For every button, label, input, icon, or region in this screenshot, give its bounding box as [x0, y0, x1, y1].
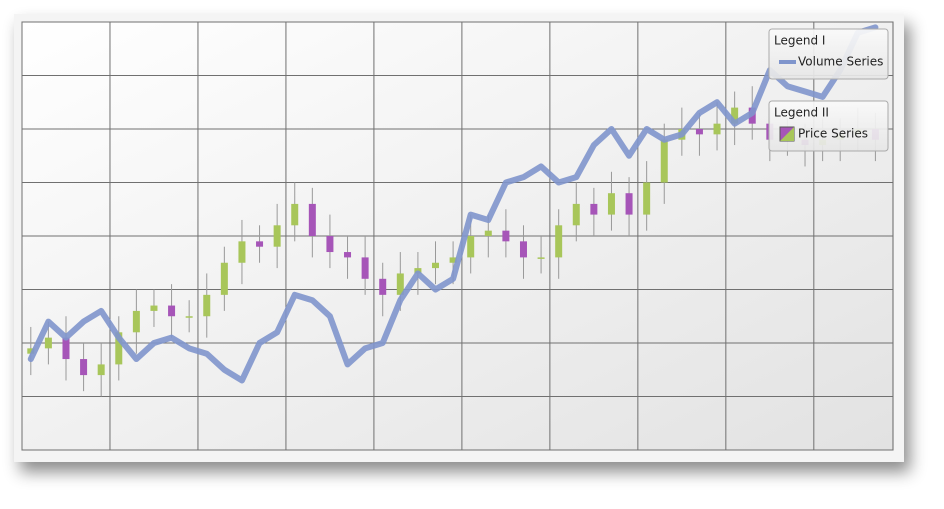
candle-body [115, 332, 123, 365]
candle-body [220, 262, 228, 295]
candle-body [326, 236, 334, 253]
candle-body [203, 294, 211, 317]
candle-body [185, 316, 193, 318]
candle-body [449, 257, 457, 263]
candle-body [150, 305, 158, 311]
candle-body [344, 252, 352, 258]
candle-body [590, 203, 598, 215]
candle-body [256, 241, 264, 247]
candle-body [44, 337, 52, 349]
candle-body [555, 225, 563, 258]
candle-body [502, 230, 510, 242]
candle-body [467, 236, 475, 258]
candle-body [572, 203, 580, 226]
volume-line [27, 24, 879, 384]
candle-body [519, 241, 527, 258]
candle-body [432, 262, 440, 269]
candle-body [308, 203, 316, 236]
candle-body [132, 310, 140, 333]
candle-body [273, 225, 281, 247]
legend-label: Price Series [798, 127, 868, 141]
candle-body [625, 193, 633, 215]
candle-body [27, 348, 35, 354]
candle-body [80, 359, 88, 376]
legend-title: Legend I [774, 34, 825, 48]
candle-body [660, 139, 668, 183]
candle-body [731, 107, 739, 124]
legend: Legend I Volume Series [768, 28, 889, 80]
legend-swatch [780, 127, 794, 141]
legend-box [768, 100, 889, 152]
legend-box [768, 28, 889, 80]
candle-body [607, 193, 615, 215]
candle-body [238, 241, 246, 263]
legend-label: Volume Series [798, 55, 883, 69]
candle-body [379, 278, 387, 295]
candle-body [97, 364, 105, 376]
candle-body [643, 182, 651, 215]
candle-body [695, 129, 703, 135]
candle-body [713, 123, 721, 135]
candle-body [484, 230, 492, 236]
candle-body [361, 257, 369, 279]
legend: Legend II Price Series [768, 100, 889, 152]
candle-body [62, 337, 70, 360]
candle-body [168, 305, 176, 317]
candle-body [537, 257, 545, 259]
candle-body [396, 273, 404, 295]
candle-body [291, 203, 299, 226]
legend-title: Legend II [774, 106, 829, 120]
